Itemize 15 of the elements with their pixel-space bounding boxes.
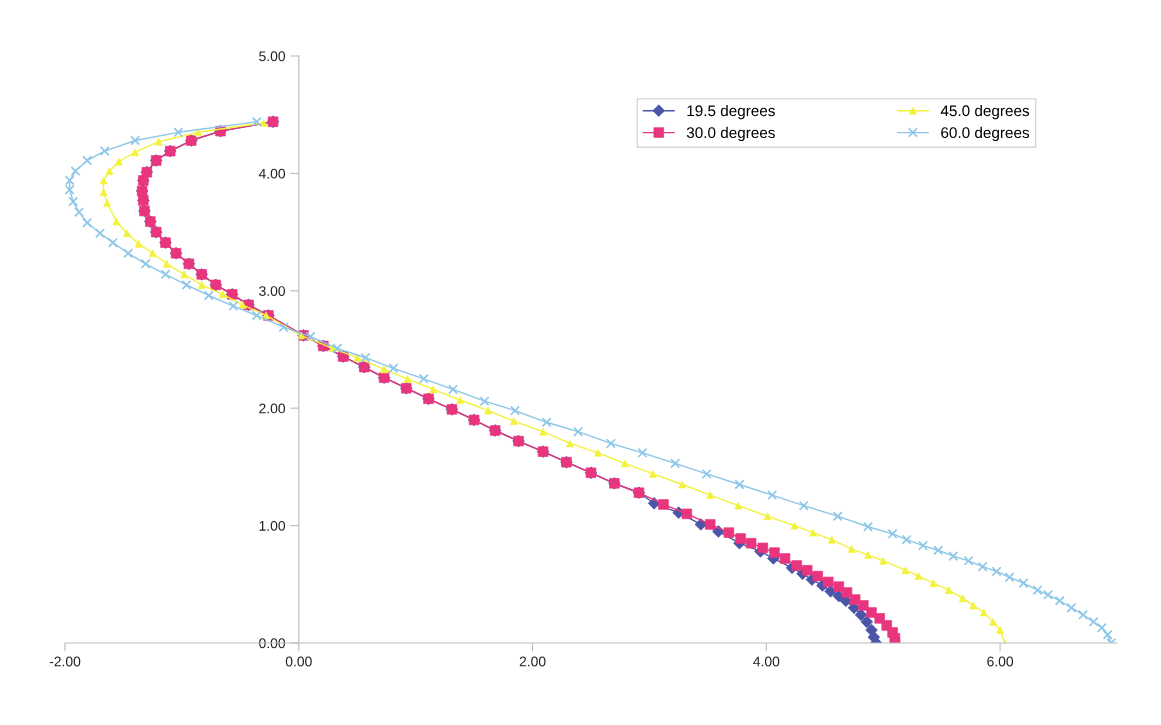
legend-label: 19.5 degrees [687,104,775,120]
x-tick-label: 2.00 [519,656,546,667]
y-tick-label: 3.00 [259,286,286,296]
y-tick-label: 0.00 [259,638,286,649]
y-tick-label: 2.00 [259,403,286,414]
x-tick-label: 0.00 [285,656,312,667]
y-tick-label: 5.00 [259,51,286,62]
x-tick-label: 6.00 [987,656,1014,667]
legend-label: 60.0 degrees [941,126,1030,142]
legend-label: 45.0 degrees [940,104,1030,120]
x-tick-label: 4.00 [753,656,780,667]
y-tick-label: 4.00 [258,168,286,179]
x-tick-label: -2.00 [49,656,81,667]
y-tick-label: 1.00 [259,520,286,531]
legend-label: 30.0 degrees [686,126,775,142]
